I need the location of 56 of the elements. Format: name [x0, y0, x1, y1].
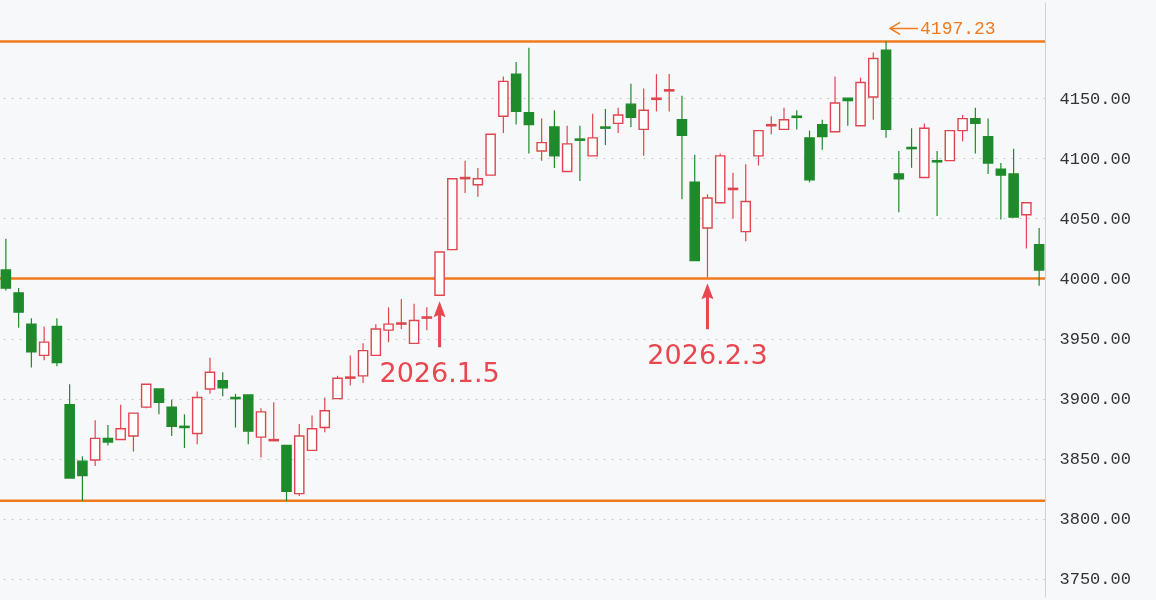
y-tick-label: 3900.00 [1059, 390, 1131, 410]
candlestick [651, 73, 662, 112]
candlestick [306, 414, 318, 452]
candlestick [383, 306, 394, 343]
y-tick-label: 4000.00 [1059, 269, 1131, 289]
candlestick [332, 375, 343, 400]
candlestick [396, 298, 407, 330]
candlestick [345, 354, 356, 387]
candlestick [957, 114, 968, 143]
candlestick [663, 73, 675, 112]
candlestick [77, 455, 88, 502]
candlestick [153, 388, 165, 415]
annotation: 2026.1.5 [379, 357, 500, 389]
candlestick [128, 412, 139, 453]
candlestick [970, 107, 981, 155]
candlestick [638, 87, 649, 157]
candlestick [587, 113, 598, 157]
candlestick [995, 162, 1007, 221]
candlestick [676, 95, 688, 200]
candlestick [612, 107, 624, 134]
candlestick [89, 419, 101, 467]
candlestick [574, 125, 586, 182]
candlestick [472, 167, 484, 198]
y-tick-label: 4100.00 [1059, 149, 1131, 169]
candlestick [625, 83, 637, 128]
candlestick [0, 238, 12, 292]
candlestick [893, 150, 905, 213]
candlestick [536, 118, 547, 162]
candlestick [1021, 202, 1032, 250]
ref-line-label: 4197.23 [920, 19, 996, 40]
candlestick [791, 109, 803, 131]
candlestick [217, 371, 229, 397]
candlestick [102, 424, 114, 447]
y-tick-label: 4150.00 [1059, 89, 1131, 109]
y-tick-label: 3950.00 [1059, 330, 1131, 350]
y-tick-label: 3750.00 [1059, 570, 1131, 590]
candlestick [115, 404, 126, 441]
candlestick [13, 287, 24, 329]
candlestick [778, 107, 790, 131]
candlestick [816, 119, 828, 151]
y-tick-label: 3850.00 [1059, 450, 1131, 470]
y-tick-label: 4050.00 [1059, 209, 1131, 229]
candlestick [523, 47, 535, 155]
candlestick [765, 115, 777, 135]
candlestick [421, 306, 433, 331]
candlestick [204, 357, 216, 395]
candlestick [38, 325, 50, 361]
candlestick [600, 108, 611, 146]
y-tick-label: 3800.00 [1059, 510, 1131, 530]
candlestick [842, 97, 854, 127]
candlestick [408, 303, 420, 345]
candlestick [319, 396, 331, 433]
candlestick [140, 383, 152, 409]
annotation: 2026.2.3 [647, 339, 768, 371]
candlestick [931, 150, 943, 217]
candlestick [166, 399, 177, 437]
